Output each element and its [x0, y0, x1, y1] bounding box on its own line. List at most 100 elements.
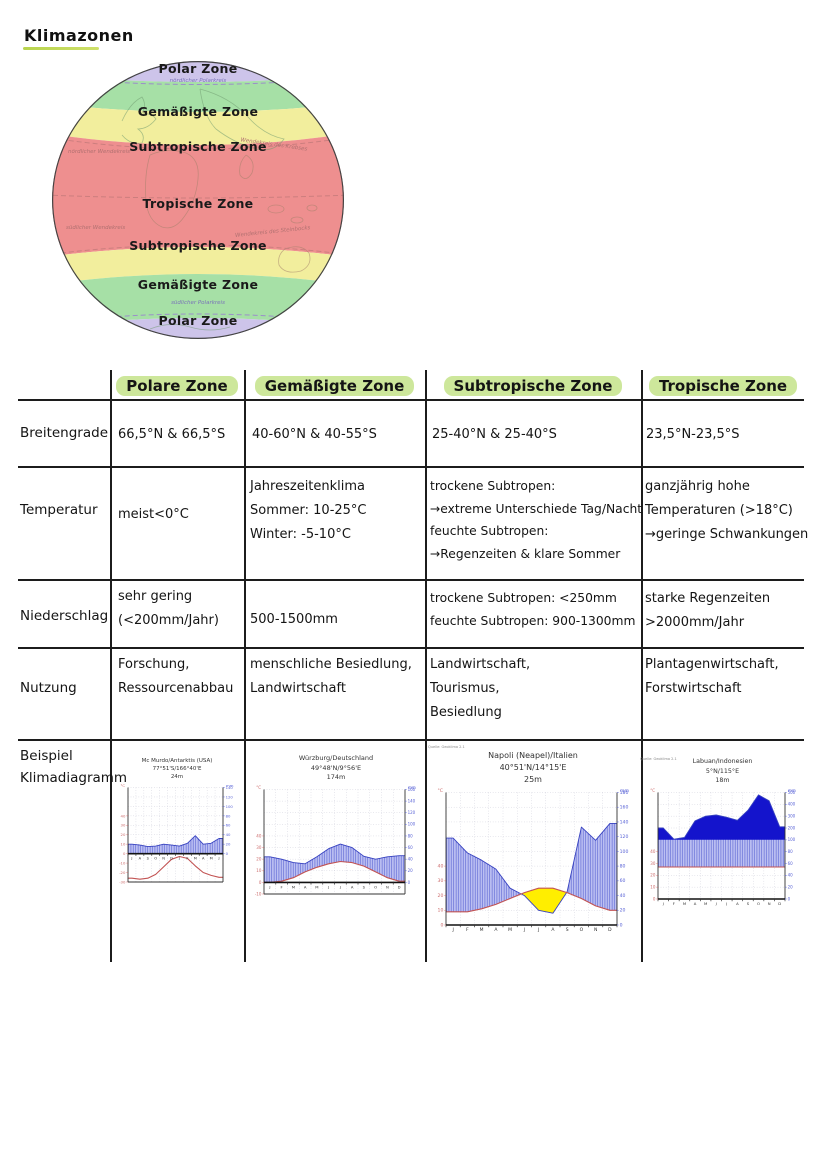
- svg-text:10: 10: [121, 842, 126, 847]
- svg-text:160: 160: [620, 805, 629, 811]
- table-divider: [18, 647, 804, 649]
- svg-text:0: 0: [440, 922, 443, 928]
- svg-text:J: J: [523, 927, 525, 933]
- chart-altitude: 24m: [170, 774, 184, 780]
- climate-diagram-svg: J A S O N D J F M A M J020406080100120140-30-20-100…: [119, 783, 234, 884]
- cell-polare-breitengrade: 66,5°N & 66,5°S: [118, 427, 226, 442]
- climate-diagram-svg: J F M A M J J A S O N D 0 20 40 60 80 100 200 300 400 500 0 10 2…: [650, 788, 796, 906]
- chart-station: Würzburg/Deutschland: [298, 754, 374, 762]
- svg-text:mm: mm: [620, 789, 629, 794]
- svg-text:M: M: [703, 901, 706, 906]
- svg-text:120: 120: [226, 794, 234, 799]
- svg-text:80: 80: [620, 864, 626, 870]
- climate-diagram-svg: J F M A M J J A S O N D 0 20 40 60 80 100 120 140 160 180 0 10 2…: [437, 788, 629, 933]
- svg-text:30: 30: [121, 823, 126, 828]
- svg-text:A: A: [304, 884, 307, 889]
- svg-text:40: 40: [438, 864, 444, 870]
- tropic-capricorn-label-left: südlicher Wendekreis: [66, 225, 126, 231]
- svg-text:J: J: [725, 901, 727, 906]
- chart-station: Mc Murdo/Antarktis (USA): [141, 758, 213, 764]
- svg-text:N: N: [386, 884, 389, 889]
- svg-text:60: 60: [226, 823, 231, 828]
- cell-gemaessigte-niederschlag: 500-1500mm: [250, 612, 338, 627]
- subtropical-band-north: [52, 103, 344, 145]
- svg-text:60: 60: [620, 878, 626, 884]
- climate-chart-napoli: Napoli (Neapel)/Italien 40°51'N/14°15'E …: [430, 750, 636, 938]
- svg-text:M: M: [210, 857, 213, 861]
- row-label-temperatur: Temperatur: [20, 502, 98, 518]
- climate-chart-mcmurdo: Mc Murdo/Antarktis (USA) 77°51'S/166°40'…: [112, 757, 242, 895]
- svg-text:J: J: [661, 901, 663, 906]
- svg-text:20: 20: [226, 842, 231, 847]
- tropical-band: [52, 133, 344, 257]
- subtropical-band-south: [52, 247, 344, 285]
- svg-text:F: F: [672, 901, 674, 906]
- svg-text:A: A: [139, 857, 142, 861]
- header-highlight: Subtropische Zone: [443, 376, 623, 396]
- svg-text:A: A: [693, 901, 696, 906]
- svg-text:20: 20: [256, 856, 262, 861]
- svg-text:10: 10: [650, 884, 656, 889]
- svg-text:M: M: [194, 857, 197, 861]
- zone-label-temperate-north: Gemäßigte Zone: [137, 104, 259, 119]
- chart-altitude: 18m: [715, 777, 730, 784]
- svg-text:°C: °C: [437, 788, 443, 794]
- svg-text:S: S: [746, 901, 749, 906]
- svg-text:J: J: [130, 857, 132, 861]
- svg-text:M: M: [682, 901, 685, 906]
- svg-text:O: O: [154, 857, 157, 861]
- chart-title: Labuan/Indonesien 5°N/115°E 18m: [642, 757, 803, 786]
- chart-coords: 77°51'S/166°40'E: [152, 766, 202, 772]
- equator-line: [52, 194, 344, 199]
- svg-text:N: N: [594, 927, 597, 933]
- globe-illustration: [52, 61, 344, 339]
- svg-text:S: S: [147, 857, 150, 861]
- svg-text:60: 60: [787, 860, 793, 865]
- row-label-niederschlag: Niederschlag: [20, 608, 109, 624]
- svg-text:120: 120: [620, 834, 629, 840]
- climate-zones-globe: Polar Zone nördlicher Polarkreis Gemäßig…: [50, 57, 346, 339]
- svg-text:10: 10: [438, 908, 444, 914]
- climate-diagram-svg: J F M A M J J A S O N D 0 20 40 60 80 100 120 140 160 -10 0 10 2…: [255, 785, 416, 896]
- table-divider: [18, 739, 804, 741]
- climate-chart-labuan: Labuan/Indonesien 5°N/115°E 18m J F M A M J J A…: [642, 757, 803, 912]
- svg-text:-10: -10: [119, 861, 126, 866]
- column-header-subtropische-zone: Subtropische Zone: [427, 374, 639, 398]
- svg-text:J: J: [339, 884, 341, 889]
- chart-source-note: Quelle: Geoklima 2.1: [640, 757, 677, 761]
- column-header-polare-zone: Polare Zone: [112, 374, 242, 398]
- svg-text:F: F: [281, 884, 283, 889]
- zone-label-subtropical-south: Subtropische Zone: [129, 238, 267, 253]
- svg-text:80: 80: [408, 833, 414, 838]
- svg-text:100: 100: [408, 821, 416, 826]
- svg-text:J: J: [327, 884, 329, 889]
- svg-text:0: 0: [787, 896, 790, 901]
- svg-text:20: 20: [438, 893, 444, 899]
- row-label-breitengrade: Breitengrade: [20, 425, 108, 441]
- svg-text:S: S: [566, 927, 569, 933]
- svg-text:M: M: [292, 884, 295, 889]
- svg-text:O: O: [757, 901, 760, 906]
- svg-text:20: 20: [650, 872, 656, 877]
- svg-text:J: J: [714, 901, 716, 906]
- column-header-tropische-zone: Tropische Zone: [643, 374, 803, 398]
- svg-text:mm: mm: [408, 785, 416, 790]
- chart-title: Würzburg/Deutschland 49°48'N/9°56'E 174m: [248, 754, 424, 783]
- chart-station: Napoli (Neapel)/Italien: [488, 751, 578, 760]
- table-divider: [110, 370, 112, 962]
- svg-text:40: 40: [121, 813, 126, 818]
- cell-gemaessigte-temperatur: Jahreszeitenklima Sommer: 10-25°C Winter…: [250, 479, 367, 543]
- table-divider: [18, 399, 804, 401]
- svg-text:M: M: [480, 927, 484, 933]
- svg-text:N: N: [767, 901, 770, 906]
- svg-text:J: J: [218, 857, 220, 861]
- chart-title: Mc Murdo/Antarktis (USA) 77°51'S/166°40'…: [112, 757, 242, 781]
- cell-tropische-breitengrade: 23,5°N-23,5°S: [646, 427, 740, 442]
- svg-text:200: 200: [787, 825, 795, 830]
- svg-text:40: 40: [408, 856, 414, 861]
- svg-text:0: 0: [620, 922, 623, 928]
- svg-text:D: D: [778, 901, 781, 906]
- svg-text:80: 80: [787, 849, 793, 854]
- svg-text:30: 30: [256, 844, 262, 849]
